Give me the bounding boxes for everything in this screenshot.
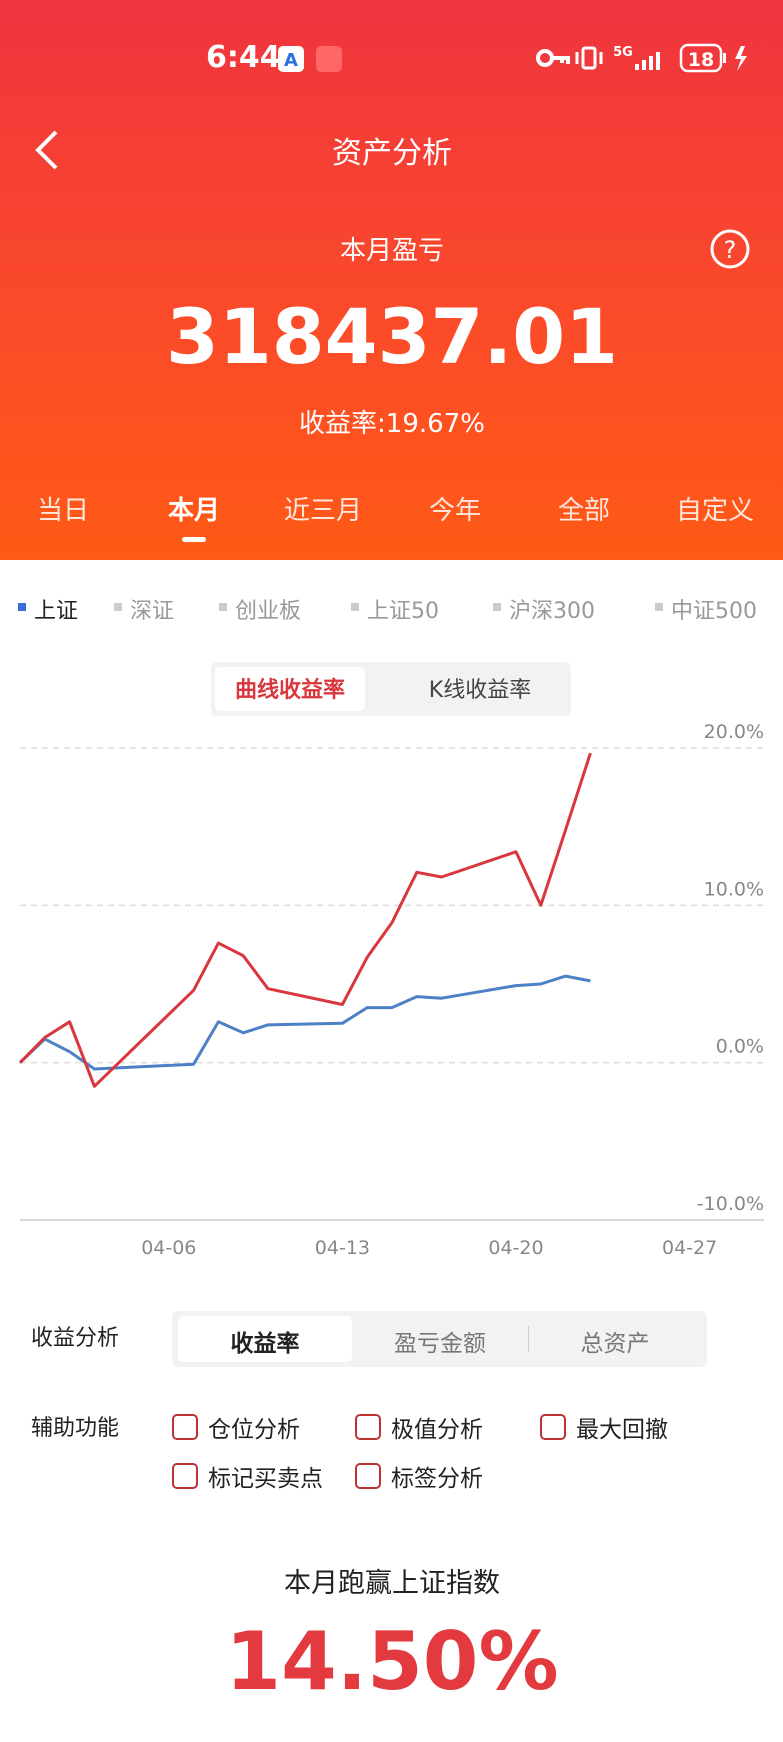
pnl-label: 本月盈亏	[339, 236, 445, 266]
y-tick-label: 0.0%	[716, 1036, 764, 1058]
summary-value: 14.50%	[225, 1615, 559, 1708]
y-tick-label: -10.0%	[697, 1193, 764, 1215]
index-dot	[493, 603, 501, 611]
x-tick-label: 04-27	[662, 1237, 717, 1259]
checkbox[interactable]	[540, 1414, 566, 1440]
period-tab[interactable]: 当日	[36, 496, 90, 526]
analysis-label: 收益分析	[31, 1326, 120, 1351]
period-tab[interactable]: 本月	[167, 496, 221, 526]
x-tick-label: 04-06	[141, 1237, 196, 1259]
index-tab[interactable]: 上证	[34, 599, 79, 624]
aux-option[interactable]: 最大回撤	[576, 1417, 668, 1443]
help-icon[interactable]: ?	[709, 228, 751, 270]
app-icons: A	[278, 46, 342, 72]
battery-level: 18	[688, 49, 714, 71]
page-title: 资产分析	[332, 136, 452, 171]
aux-option[interactable]: 仓位分析	[208, 1417, 300, 1443]
index-tab[interactable]: 创业板	[235, 599, 302, 624]
x-tick-label: 04-20	[488, 1237, 543, 1259]
aux-option[interactable]: 标记买卖点	[208, 1466, 323, 1492]
period-tab[interactable]: 今年	[428, 496, 482, 526]
index-dot	[351, 603, 359, 611]
pnl-amount: 318437.01	[166, 292, 618, 381]
index-tab[interactable]: 深证	[130, 599, 175, 624]
index-dot	[18, 603, 26, 611]
chart: 20.0% 10.0% 0.0% -10.0% 04-06 04-13 04-20 04-27	[18, 721, 764, 1259]
index-tab[interactable]: 沪深300	[509, 599, 595, 624]
period-tab[interactable]: 近三月	[283, 496, 363, 526]
period-tab[interactable]: 全部	[557, 496, 611, 526]
index-dot	[219, 603, 227, 611]
y-tick-label: 10.0%	[704, 878, 764, 900]
aux-label: 辅助功能	[31, 1416, 120, 1441]
index-dot	[114, 603, 122, 611]
analysis-active-bg	[178, 1316, 352, 1362]
analysis-option[interactable]: 盈亏金额	[394, 1331, 486, 1357]
aux-option[interactable]: 标签分析	[391, 1466, 483, 1492]
return-rate: 收益率:19.67%	[299, 409, 485, 439]
aux-option[interactable]: 极值分析	[391, 1417, 483, 1443]
checkbox[interactable]	[355, 1414, 381, 1440]
svg-text:?: ?	[724, 236, 737, 264]
x-tick-label: 04-13	[315, 1237, 370, 1259]
series-line	[18, 974, 591, 1071]
back-button[interactable]	[32, 128, 62, 172]
network: 5G	[613, 45, 633, 60]
analysis-option[interactable]: 收益率	[230, 1331, 300, 1357]
analysis-option[interactable]: 总资产	[580, 1331, 650, 1357]
svg-text:A: A	[284, 50, 298, 71]
index-tab[interactable]: 中证500	[671, 599, 757, 624]
summary-label: 本月跑赢上证指数	[284, 1568, 500, 1599]
divider	[528, 1326, 529, 1352]
status-icons: 5G 18	[536, 43, 747, 73]
checkbox[interactable]	[172, 1463, 198, 1489]
checkbox[interactable]	[355, 1463, 381, 1489]
status-time: 6:44	[206, 40, 281, 75]
mode-active-bg	[215, 667, 365, 711]
y-tick-label: 20.0%	[704, 721, 764, 743]
checkbox[interactable]	[172, 1414, 198, 1440]
index-tab[interactable]: 上证50	[367, 599, 439, 624]
series-line	[18, 752, 592, 1088]
chart-mode-option[interactable]: K线收益率	[428, 678, 532, 703]
index-dot	[655, 603, 663, 611]
tab-indicator	[182, 537, 206, 542]
header: 6:44 A 5G 18 资产分析 本月盈亏 ? 318437.01 收益率:1…	[0, 0, 783, 560]
chart-mode-option[interactable]: 曲线收益率	[234, 678, 346, 703]
period-tab[interactable]: 自定义	[675, 496, 755, 526]
